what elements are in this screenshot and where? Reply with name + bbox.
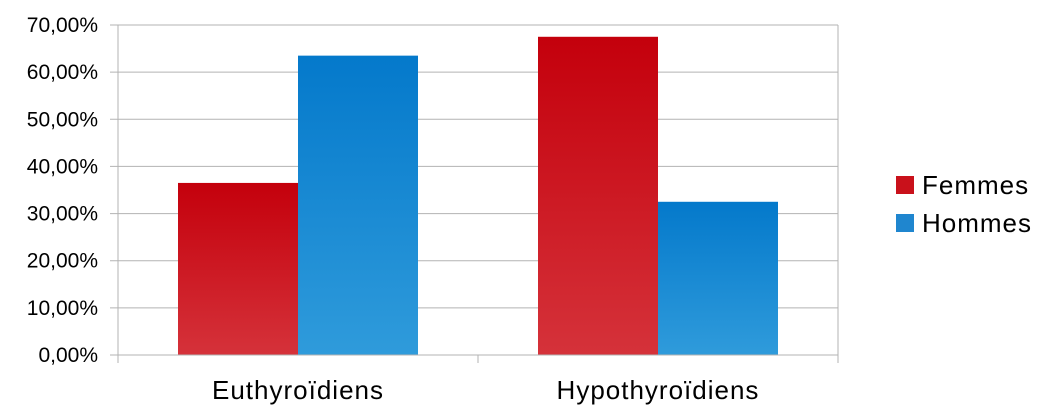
x-category-label: Hypothyroïdiens [557,375,760,405]
bar-femmes-1 [178,183,298,355]
legend-label-femmes: Femmes [922,170,1029,200]
y-tick-label: 70,00% [27,14,98,37]
y-tick-label: 30,00% [27,203,98,226]
y-tick-label: 0,00% [38,344,98,367]
legend-swatch-femmes [896,176,914,194]
x-axis-category-labels: Euthyroïdiens Hypothyroïdiens [212,375,759,405]
legend-label-hommes: Hommes [922,208,1032,238]
y-tick-label: 60,00% [27,61,98,84]
bar-hommes-2 [658,202,778,355]
legend: Femmes Hommes [896,170,1032,238]
x-category-label: Euthyroïdiens [212,375,384,405]
y-axis-tick-labels: 0,00% 10,00% 20,00% 30,00% 40,00% 50,00% 60,00… [27,14,98,367]
legend-swatch-hommes [896,214,914,232]
bar-femmes-2 [538,37,658,355]
y-tick-label: 20,00% [27,250,98,273]
y-tick-label: 50,00% [27,108,98,131]
bar-hommes-1 [298,56,418,355]
y-tick-label: 40,00% [27,155,98,178]
y-tick-label: 10,00% [27,297,98,320]
bars [178,37,778,355]
